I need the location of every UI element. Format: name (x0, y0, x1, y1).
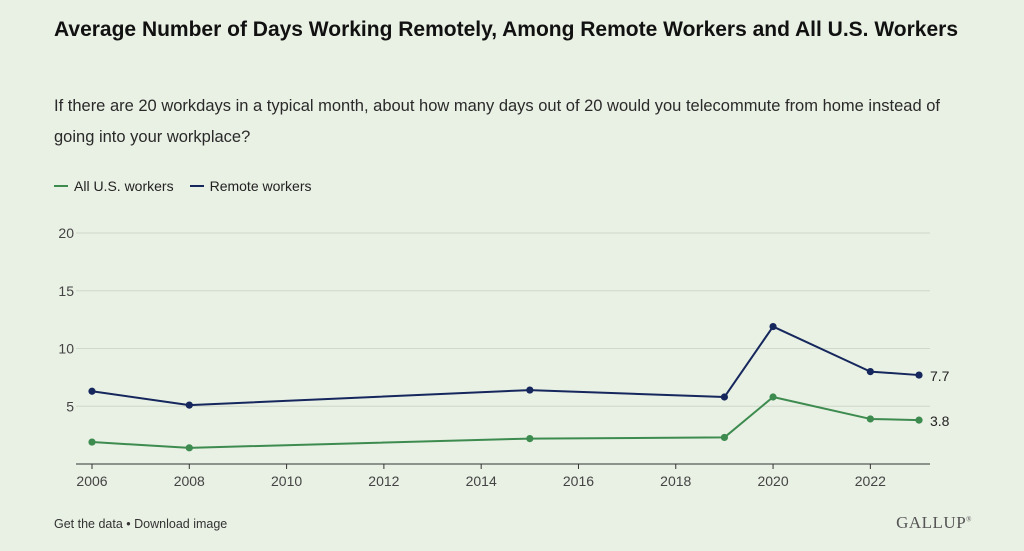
chart-legend: All U.S. workers Remote workers (54, 175, 328, 197)
download-image-link[interactable]: Download image (134, 517, 228, 531)
legend-swatch-remote-workers (189, 185, 204, 187)
y-tick-label-10: 10 (58, 341, 74, 357)
y-tick-label-20: 20 (58, 225, 74, 241)
x-tick-label-2008: 2008 (174, 473, 205, 489)
x-tick-label-2018: 2018 (660, 473, 691, 489)
legend-item-all-workers[interactable]: All U.S. workers (54, 178, 174, 194)
data-point-remote-workers-2022 (866, 368, 874, 376)
data-point-all-u-s-workers-2008 (185, 444, 193, 452)
data-point-all-u-s-workers-2022 (866, 415, 874, 423)
end-label-all-u-s-workers: 3.8 (930, 413, 950, 429)
gallup-trademark: ® (966, 515, 972, 524)
data-point-remote-workers-2006 (88, 387, 96, 395)
data-point-all-u-s-workers-2019 (720, 433, 729, 442)
x-tick-label-2014: 2014 (466, 473, 497, 489)
gallup-logo: GALLUP® (896, 513, 972, 533)
legend-label-all-workers: All U.S. workers (74, 178, 174, 194)
data-point-remote-workers-2019 (720, 393, 729, 401)
data-point-remote-workers-2008 (185, 401, 193, 409)
legend-item-remote-workers[interactable]: Remote workers (189, 178, 312, 194)
footer-links: Get the data • Download image (54, 517, 227, 531)
data-point-remote-workers-2015 (526, 386, 534, 394)
x-tick-label-2022: 2022 (855, 473, 886, 489)
x-tick-label-2020: 2020 (757, 473, 788, 489)
data-point-all-u-s-workers-2015 (526, 434, 534, 443)
x-tick-label-2016: 2016 (563, 473, 594, 489)
data-point-remote-workers-2020 (769, 322, 777, 331)
chart-title: Average Number of Days Working Remotely,… (54, 18, 958, 41)
x-tick-label-2006: 2006 (76, 473, 107, 489)
y-tick-label-5: 5 (66, 398, 74, 414)
gallup-wordmark: GALLUP (896, 513, 967, 532)
footer-separator: • (122, 517, 135, 531)
data-point-all-u-s-workers-2020 (769, 393, 777, 401)
legend-label-remote-workers: Remote workers (209, 178, 312, 194)
x-tick-label-2010: 2010 (271, 473, 302, 489)
end-label-remote-workers: 7.7 (930, 368, 950, 384)
get-data-link[interactable]: Get the data (54, 517, 123, 531)
x-tick-label-2012: 2012 (368, 473, 399, 489)
series-line-remote-workers (91, 325, 920, 407)
data-point-all-u-s-workers-2023 (915, 416, 923, 424)
y-tick-label-15: 15 (58, 283, 74, 299)
data-point-all-u-s-workers-2006 (88, 438, 96, 446)
data-point-remote-workers-2023 (915, 371, 923, 379)
legend-swatch-all-workers (54, 185, 68, 187)
chart-subtitle: If there are 20 workdays in a typical mo… (54, 97, 940, 146)
